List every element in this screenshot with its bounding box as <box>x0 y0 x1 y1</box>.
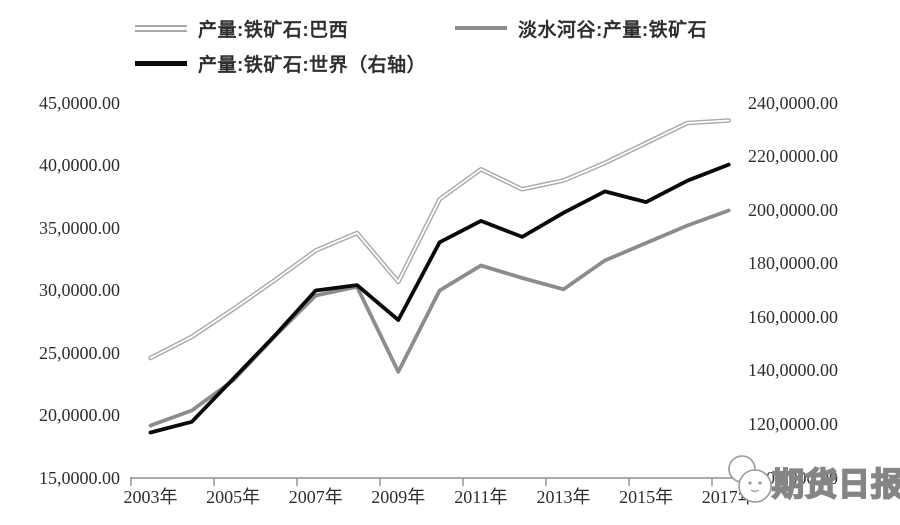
legend-item-vale: 淡水河谷:产量:铁矿石 <box>455 16 708 41</box>
x-axis-tick-label: 2015年 <box>619 487 674 507</box>
x-axis-tick-label: 2007年 <box>288 487 343 507</box>
right-axis-tick-label: 120,0000.00 <box>748 413 838 434</box>
legend-item-world: 产量:铁矿石:世界（右轴） <box>135 51 427 76</box>
legend-label-vale: 淡水河谷:产量:铁矿石 <box>518 19 708 41</box>
legend-label-brazil: 产量:铁矿石:巴西 <box>198 19 349 41</box>
left-axis-tick-label: 35,0000.00 <box>39 217 120 238</box>
left-axis-tick-label: 15,0000.00 <box>39 467 120 488</box>
brazil-line-swatch-icon <box>135 24 187 32</box>
watermark-text: 期货日报 <box>772 466 900 502</box>
futures-daily-logo-icon <box>728 455 772 503</box>
world-line <box>148 162 731 435</box>
left-axis-tick-label: 20,0000.00 <box>39 405 120 425</box>
watermark: 期货日报 <box>728 455 900 503</box>
x-axis-tick-label: 2003年 <box>123 487 178 507</box>
right-axis-tick-label: 160,0000.00 <box>748 306 838 327</box>
legend-item-brazil: 产量:铁矿石:巴西 <box>135 16 349 41</box>
left-axis-tick-label: 30,0000.00 <box>39 280 120 300</box>
world-line-swatch-icon <box>135 60 187 66</box>
x-axis-tick-label: 2009年 <box>371 487 426 507</box>
brazil-line-inner <box>149 119 730 359</box>
right-axis-tick-label: 240,0000.00 <box>748 92 838 113</box>
x-axis-tick-label: 2013年 <box>536 487 591 507</box>
legend-label-world: 产量:铁矿石:世界（右轴） <box>198 54 427 76</box>
left-axis-tick-label: 40,0000.00 <box>39 155 120 175</box>
x-axis-tick-label: 2011年 <box>454 487 508 507</box>
right-axis-tick-label: 140,0000.00 <box>748 360 838 381</box>
vale-line-swatch-icon <box>455 26 507 30</box>
brazil-line-outer <box>148 118 732 361</box>
left-axis-tick-label: 45,0000.00 <box>39 92 120 113</box>
right-axis-tick-label: 180,0000.00 <box>748 253 838 274</box>
left-axis-tick-label: 25,0000.00 <box>39 342 120 363</box>
right-axis-tick-label: 220,0000.00 <box>748 146 838 167</box>
x-axis-tick-label: 2005年 <box>206 487 261 507</box>
right-axis-tick-label: 200,0000.00 <box>748 199 838 220</box>
